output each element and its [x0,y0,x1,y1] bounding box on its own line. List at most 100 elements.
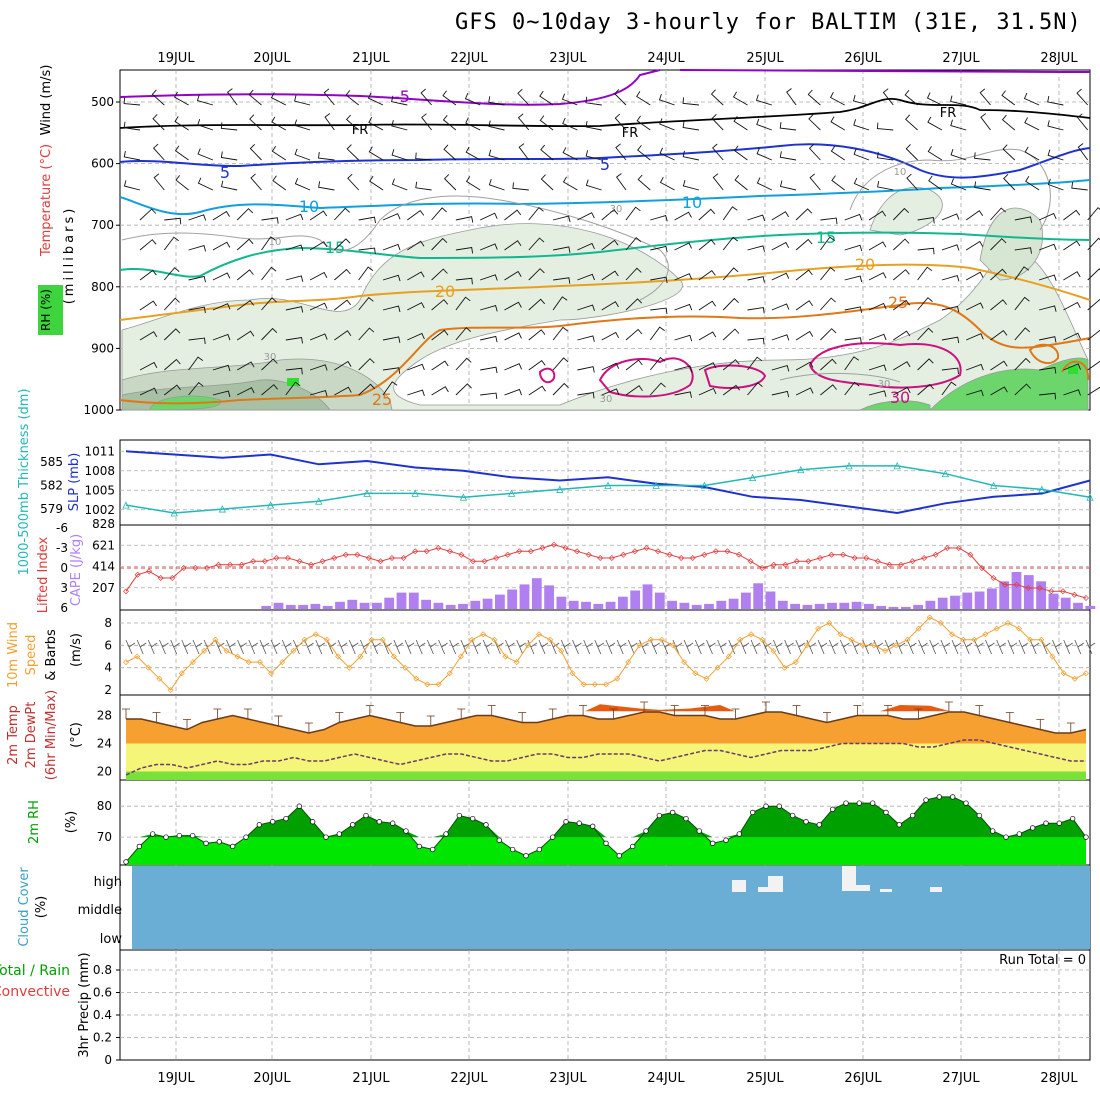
wind-tick-label: 8 [104,616,112,630]
rh-marker [590,823,596,829]
wind-barb [601,331,619,341]
thickness-marker [652,481,660,489]
rh-marker [1083,834,1089,840]
cape-bar [962,592,973,609]
wind-speed-marker [402,664,409,671]
cape-bar [298,604,308,609]
rh-marker [976,812,982,819]
cloud-gap [768,876,783,892]
cape-bar [396,592,407,609]
cape-bar [556,596,567,609]
wind-barb [577,335,595,342]
wind-barb [465,117,481,131]
cape-bar [950,595,960,609]
wind-barb [480,366,498,374]
surface-wind-barb [706,639,716,655]
wind-speed-marker [234,653,241,660]
wind-speed-marker [815,625,822,632]
wind-barb [1039,392,1057,400]
lifted-index-marker [157,575,164,581]
wind-barb [1047,149,1064,161]
wind-barb [771,272,790,281]
lifted-index-marker [921,555,928,561]
wind-barb [164,358,181,371]
surface-wind-barb [415,639,426,655]
wind-barb [334,207,351,221]
wind-barb [504,240,522,251]
wind-barb [358,327,375,341]
lifted-index-marker [747,558,754,565]
wind-barb [407,363,425,371]
wind-barb [905,114,918,131]
wind-barb [950,178,967,191]
thickness-marker [363,489,371,497]
wind-barb [990,238,1007,251]
surface-wind-barb [237,639,247,655]
lifted-index-marker [412,548,419,555]
wind-barb [722,297,739,311]
rh-marker [1056,820,1062,826]
wind-barb [455,296,471,311]
wind-barb [941,275,960,282]
surface-wind-barb [304,639,314,655]
thickness-tick-label: 585 [40,455,63,469]
cape-bar [1060,597,1071,609]
temp-minmax-whisker [365,705,374,716]
ylabel-10m-wind: 10m Wind [6,622,21,688]
temp-minmax-whisker [274,715,283,726]
ylabel-cape: CAPE (J/kg) [69,534,84,606]
cape-tick-label: 207 [92,581,115,595]
ylabel-thickness: 1000-500mb Thickness (dm) [17,388,32,575]
lifted-index-marker [261,558,268,565]
cape-bar [605,601,616,609]
wind-barb [756,118,772,131]
wind-barb [407,271,425,281]
cape-bar [507,589,518,609]
rh-marker [936,794,942,800]
wind-barb [382,213,401,221]
ylabel-cloud-cover: Cloud Cover [17,867,32,947]
wind-barb [926,92,943,106]
temp-minmax-whisker [853,705,862,716]
wind-barb [917,358,934,371]
temp-max-highlight [585,704,735,712]
wind-barb [659,147,675,161]
rh-marker [390,820,396,826]
rh-marker [443,831,449,837]
cape-bar [716,600,727,609]
rh-marker [416,843,422,850]
wind-barb [868,390,887,397]
wind-barb [261,217,279,224]
wind-barb [1071,182,1088,191]
wind-barb [614,89,627,106]
wind-barb [927,146,943,161]
wind-barb [455,383,472,396]
wind-barb [163,236,179,251]
wind-barb [868,302,887,311]
lifted-index-marker [551,541,557,548]
wind-speed-marker [949,631,955,638]
wind-barb [271,146,287,161]
wind-speed-marker [123,659,129,666]
wind-barb [990,207,1006,221]
surface-wind-barbs [125,639,1096,655]
surface-wind-barb [985,639,995,655]
cape-bar [814,603,825,609]
wind-speed-marker [670,642,676,649]
lifted-index-marker [851,555,858,561]
surface-wind-barb [840,639,850,655]
wind-barb [674,273,693,281]
lifted-index-marker [539,545,546,551]
wind-barb [756,177,772,191]
rh-shade-light [121,223,1089,411]
wind-barb [868,272,887,281]
wind-speed-marker [625,659,632,666]
rh-marker [216,839,222,845]
rh-marker [150,831,156,837]
wind-barb [601,301,619,311]
lifted-index-marker [435,545,442,551]
wind-barb [562,176,578,191]
rh-marker [923,797,929,803]
ylabel-millibars: (millibars) [62,206,77,305]
rh-marker [616,853,622,859]
